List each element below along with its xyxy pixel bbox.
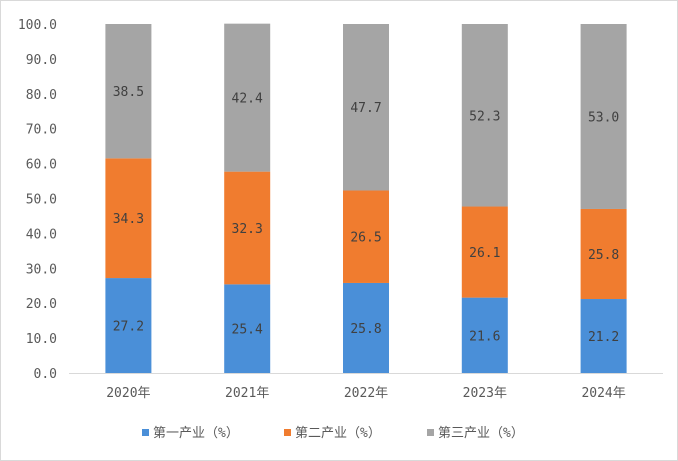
bar-2[interactable] bbox=[224, 171, 271, 285]
bar-1[interactable] bbox=[224, 284, 271, 373]
data-label: 27.2 bbox=[113, 320, 144, 335]
legend-label: 第三产业（%） bbox=[438, 426, 524, 441]
y-tick-label: 90.0 bbox=[26, 53, 57, 68]
legend-swatch bbox=[142, 429, 149, 436]
legend-label: 第二产业（%） bbox=[295, 426, 381, 441]
x-tick-label: 2023年 bbox=[463, 386, 507, 401]
y-tick-label: 50.0 bbox=[26, 193, 57, 208]
bar-1[interactable] bbox=[343, 282, 389, 373]
bar-1[interactable] bbox=[461, 297, 508, 373]
legend-label: 第一产业（%） bbox=[153, 426, 239, 441]
x-tick-label: 2021年 bbox=[225, 386, 269, 401]
data-label: 25.8 bbox=[588, 248, 619, 263]
data-label: 21.2 bbox=[588, 330, 619, 345]
y-tick-label: 0.0 bbox=[34, 367, 57, 382]
data-label: 34.3 bbox=[113, 212, 144, 227]
y-tick-label: 30.0 bbox=[26, 262, 57, 277]
x-tick-label: 2022年 bbox=[344, 386, 388, 401]
bar-2[interactable] bbox=[580, 208, 627, 300]
bar-3[interactable] bbox=[461, 24, 508, 207]
data-label: 21.6 bbox=[469, 329, 500, 344]
data-label: 32.3 bbox=[232, 222, 263, 237]
data-label: 52.3 bbox=[469, 109, 500, 124]
y-tick-label: 60.0 bbox=[26, 158, 57, 173]
data-label: 38.5 bbox=[113, 85, 144, 100]
bar-3[interactable] bbox=[580, 24, 627, 209]
y-tick-label: 80.0 bbox=[26, 88, 57, 103]
bar-1[interactable] bbox=[580, 299, 627, 373]
bar-2[interactable] bbox=[461, 206, 508, 298]
y-tick-label: 10.0 bbox=[26, 332, 57, 347]
data-label: 25.8 bbox=[350, 322, 381, 337]
data-label: 42.4 bbox=[232, 92, 263, 107]
bar-3[interactable] bbox=[224, 23, 271, 172]
x-tick-label: 2020年 bbox=[106, 386, 150, 401]
data-label: 26.5 bbox=[350, 231, 381, 246]
data-label: 26.1 bbox=[469, 246, 500, 261]
bar-1[interactable] bbox=[105, 278, 152, 373]
legend-swatch bbox=[284, 429, 291, 436]
bar-3[interactable] bbox=[343, 24, 389, 191]
y-tick-label: 100.0 bbox=[18, 18, 57, 33]
bar-3[interactable] bbox=[105, 24, 152, 159]
y-tick-label: 20.0 bbox=[26, 297, 57, 312]
x-tick-label: 2024年 bbox=[581, 386, 625, 401]
bar-2[interactable] bbox=[105, 158, 152, 279]
y-tick-label: 40.0 bbox=[26, 227, 57, 242]
bar-2[interactable] bbox=[343, 190, 389, 283]
y-tick-label: 70.0 bbox=[26, 123, 57, 138]
data-label: 47.7 bbox=[350, 101, 381, 116]
data-label: 53.0 bbox=[588, 110, 619, 125]
data-label: 25.4 bbox=[232, 323, 263, 338]
legend-swatch bbox=[427, 429, 434, 436]
